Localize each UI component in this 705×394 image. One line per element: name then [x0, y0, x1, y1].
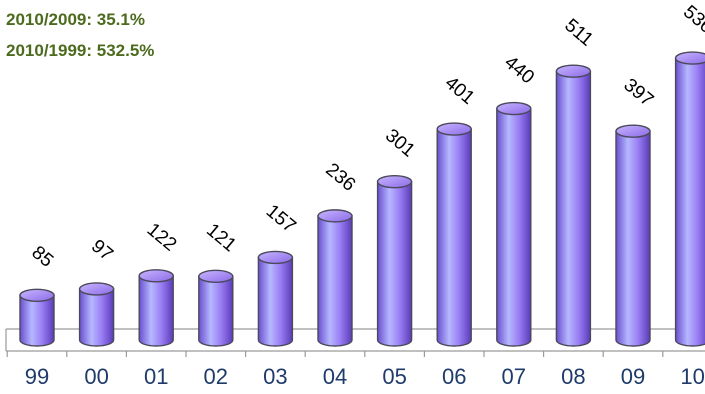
data-label-06: 401 — [441, 72, 479, 108]
x-tick-label-03: 03 — [263, 364, 287, 389]
bar-02 — [198, 269, 234, 347]
bar-cap — [257, 250, 294, 265]
bar-cap — [138, 269, 174, 283]
x-tick-label-04: 04 — [323, 364, 347, 389]
data-labels-group: 85 97 122 121 157 236 301 401 440 511 397 536 — [27, 1, 705, 271]
bar-body — [78, 288, 115, 347]
x-axis-ticks — [6, 351, 664, 357]
bar-body — [317, 215, 353, 347]
data-label-08: 511 — [560, 15, 597, 51]
x-tick-labels-group: 99 00 01 02 03 04 05 06 07 08 09 10 — [25, 364, 705, 389]
data-label-99: 85 — [27, 242, 57, 272]
bar-06 — [436, 122, 472, 347]
bar-cap — [78, 282, 115, 296]
bars-group — [19, 51, 705, 347]
growth-2010-vs-2009: 2010/2009: 35.1% — [6, 10, 145, 29]
x-tick-label-02: 02 — [204, 364, 228, 389]
bar-body — [198, 275, 234, 347]
bar-cap — [555, 64, 592, 78]
data-label-05: 301 — [381, 125, 419, 161]
bar-body — [436, 128, 472, 347]
bar-body — [19, 294, 55, 347]
bar-01 — [138, 269, 174, 347]
x-tick-label-08: 08 — [561, 364, 585, 389]
x-tick-label-99: 99 — [25, 364, 49, 389]
bar-cap — [317, 209, 353, 223]
x-tick-label-07: 07 — [502, 364, 526, 389]
bar-body — [496, 107, 532, 347]
bar-cap — [376, 174, 413, 189]
data-label-01: 122 — [143, 219, 181, 255]
bar-03 — [257, 250, 294, 347]
bar-09 — [615, 124, 651, 347]
bar-cap — [615, 124, 651, 138]
bar-99 — [19, 288, 55, 347]
bar-cap — [436, 122, 472, 136]
bar-body — [555, 70, 592, 347]
bar-cap — [674, 51, 705, 65]
x-tick-label-10: 10 — [680, 364, 704, 389]
x-tick-label-00: 00 — [84, 364, 108, 389]
bar-body — [376, 180, 413, 347]
data-label-04: 236 — [321, 159, 359, 195]
bar-08 — [555, 64, 592, 347]
x-tick-label-01: 01 — [144, 364, 168, 389]
bar-cap — [198, 269, 234, 284]
bar-05 — [376, 174, 413, 347]
x-tick-label-05: 05 — [382, 364, 406, 389]
x-tick-label-06: 06 — [442, 364, 466, 389]
data-label-07: 440 — [500, 52, 538, 88]
data-label-03: 157 — [262, 201, 300, 237]
growth-summary: 2010/2009: 35.1% 2010/1999: 532.5% — [6, 4, 154, 66]
growth-2010-vs-1999: 2010/1999: 532.5% — [6, 41, 155, 60]
bar-07 — [496, 101, 532, 347]
data-label-02: 121 — [202, 220, 240, 256]
bar-cap — [19, 288, 55, 302]
bar-body — [615, 130, 651, 347]
data-label-00: 97 — [87, 236, 117, 266]
data-label-09: 397 — [619, 75, 657, 111]
bar-cap — [496, 101, 532, 116]
data-label-10: 536 — [679, 1, 705, 37]
bar-00 — [78, 282, 115, 347]
bar-10 — [674, 51, 705, 347]
bar-body — [138, 275, 174, 347]
x-tick-label-09: 09 — [621, 364, 645, 389]
bar-body — [674, 57, 705, 347]
bar-04 — [317, 209, 353, 347]
bar-body — [257, 256, 294, 347]
